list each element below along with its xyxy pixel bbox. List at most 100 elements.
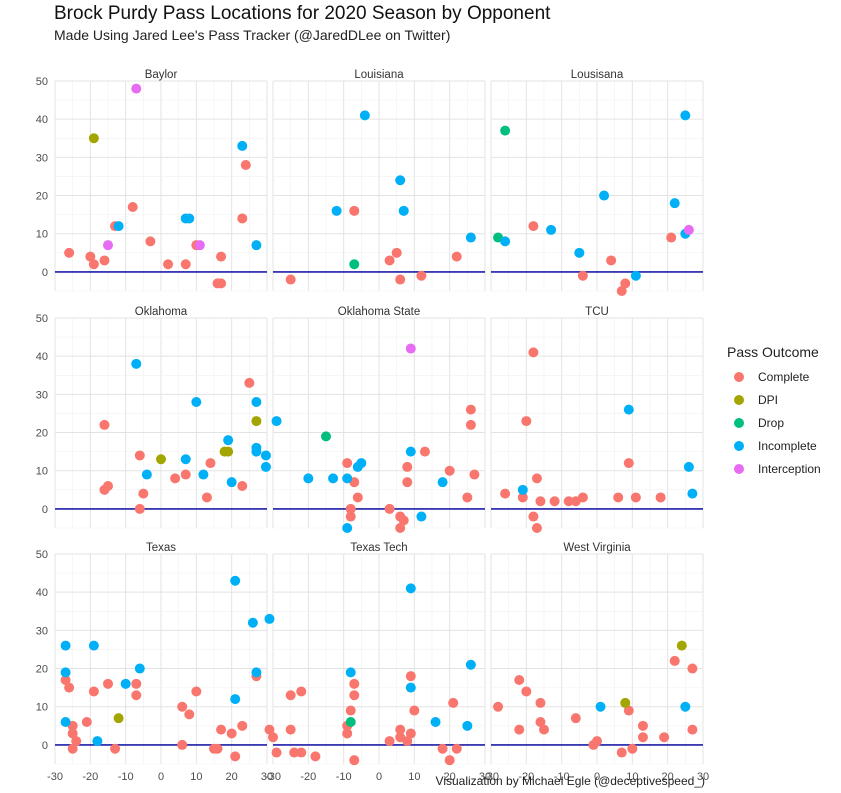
pass-point-complete bbox=[296, 747, 307, 758]
pass-point-complete bbox=[99, 419, 110, 430]
pass-point-complete bbox=[99, 255, 110, 266]
panel-points bbox=[500, 347, 698, 533]
pass-point-complete bbox=[127, 202, 138, 212]
y-tick-label: 40 bbox=[36, 351, 48, 363]
panel-baylor: Baylor 0 10 20 30 40 50 bbox=[36, 69, 268, 292]
pass-point-complete bbox=[85, 251, 96, 262]
pass-point-complete bbox=[349, 205, 360, 216]
pass-point-complete bbox=[230, 751, 241, 762]
pass-point-incomplete bbox=[141, 469, 152, 480]
legend-key bbox=[734, 372, 744, 382]
pass-point-incomplete bbox=[465, 232, 476, 243]
panel-louisiana: Louisiana bbox=[272, 69, 486, 292]
pass-point-incomplete bbox=[60, 717, 71, 727]
pass-point-complete bbox=[493, 701, 504, 712]
y-tick-label: 10 bbox=[36, 229, 48, 241]
legend-item-incomplete: Incomplete bbox=[734, 439, 817, 453]
pass-point-complete bbox=[184, 709, 195, 720]
panel-points bbox=[99, 358, 262, 514]
pass-point-complete bbox=[268, 732, 278, 743]
panel-tcu: TCU bbox=[490, 306, 704, 533]
pass-point-complete bbox=[563, 496, 574, 507]
pass-point-complete bbox=[345, 503, 356, 514]
pass-point-complete bbox=[528, 221, 539, 232]
chart-caption: Visualization by Michael Egle (@deceptiv… bbox=[436, 774, 705, 788]
pass-point-complete bbox=[177, 739, 188, 750]
pass-point-complete bbox=[528, 347, 539, 358]
panel-grid bbox=[490, 80, 704, 292]
pass-point-dpi bbox=[676, 640, 687, 651]
pass-point-complete bbox=[237, 481, 248, 491]
panel-points bbox=[493, 640, 698, 758]
pass-point-complete bbox=[448, 697, 459, 708]
pass-point-complete bbox=[67, 728, 78, 739]
pass-point-complete bbox=[623, 705, 634, 716]
pass-point-complete bbox=[395, 274, 406, 285]
pass-point-complete bbox=[535, 717, 546, 727]
pass-point-complete bbox=[349, 755, 360, 766]
pass-point-complete bbox=[531, 473, 542, 484]
pass-point-incomplete bbox=[430, 717, 441, 727]
pass-point-complete bbox=[549, 496, 560, 507]
legend-label: Drop bbox=[758, 416, 784, 430]
pass-point-complete bbox=[103, 678, 113, 689]
pass-point-incomplete bbox=[120, 678, 131, 689]
pass-point-incomplete bbox=[191, 397, 202, 407]
panel-texas-tech: Texas Tech -30 -20 -10 0 10 20 30 bbox=[264, 542, 491, 783]
x-tick-label: 30 bbox=[697, 771, 709, 783]
pass-point-incomplete bbox=[251, 397, 262, 407]
panel-texas: Texas 0 10 20 30 40 50 -30 -20 -10 0 10 20 30 bbox=[36, 542, 273, 783]
y-tick-label: 0 bbox=[42, 740, 48, 752]
panel-grid bbox=[272, 80, 486, 292]
x-tick-label: -20 bbox=[82, 771, 98, 783]
pass-point-incomplete bbox=[251, 240, 262, 251]
x-tick-label: 20 bbox=[444, 771, 456, 783]
pass-point-complete bbox=[138, 488, 149, 499]
panel-lousisana: Lousisana bbox=[490, 69, 704, 296]
pass-point-dpi bbox=[620, 697, 631, 708]
pass-point-complete bbox=[60, 675, 71, 685]
panel-strip-label: Lousisana bbox=[571, 69, 624, 81]
y-tick-label: 20 bbox=[36, 191, 48, 203]
pass-point-complete bbox=[163, 259, 174, 270]
pass-point-complete bbox=[342, 728, 353, 739]
pass-point-drop bbox=[345, 717, 356, 727]
pass-point-incomplete bbox=[437, 477, 448, 488]
pass-point-complete bbox=[405, 728, 416, 739]
pass-point-complete bbox=[570, 713, 581, 724]
pass-point-complete bbox=[659, 732, 670, 743]
pass-point-incomplete bbox=[342, 473, 353, 484]
pass-point-complete bbox=[145, 236, 156, 247]
chart-subtitle: Made Using Jared Lee's Pass Tracker (@Ja… bbox=[54, 27, 450, 43]
panel-strip-label: Oklahoma State bbox=[338, 306, 420, 318]
pass-point-complete bbox=[67, 743, 78, 754]
pass-point-complete bbox=[64, 682, 75, 693]
panel-points bbox=[260, 343, 480, 533]
legend-item-interception: Interception bbox=[734, 462, 821, 476]
pass-point-incomplete bbox=[230, 575, 241, 586]
pass-point-complete bbox=[81, 717, 92, 727]
pass-point-complete bbox=[349, 678, 360, 689]
pass-point-complete bbox=[451, 251, 462, 262]
pass-point-complete bbox=[191, 686, 202, 697]
pass-point-complete bbox=[666, 232, 677, 243]
pass-point-incomplete bbox=[500, 236, 511, 247]
y-tick-label: 20 bbox=[36, 428, 48, 440]
y-tick-label: 40 bbox=[36, 587, 48, 599]
pass-point-incomplete bbox=[260, 450, 271, 461]
pass-point-interception bbox=[103, 240, 113, 251]
y-tick-label: 30 bbox=[36, 625, 48, 637]
pass-point-complete bbox=[655, 492, 666, 503]
legend-item-dpi: DPI bbox=[734, 393, 778, 407]
panel-points bbox=[493, 110, 694, 296]
pass-point-incomplete bbox=[223, 435, 234, 446]
pass-point-complete bbox=[180, 259, 191, 270]
pass-point-incomplete bbox=[416, 511, 427, 522]
legend-label: Interception bbox=[758, 462, 821, 476]
panel-strip-label: Oklahoma bbox=[135, 306, 188, 318]
pass-point-incomplete bbox=[687, 488, 698, 499]
pass-point-complete bbox=[131, 678, 142, 689]
pass-point-complete bbox=[465, 404, 476, 415]
pass-point-complete bbox=[395, 724, 406, 735]
